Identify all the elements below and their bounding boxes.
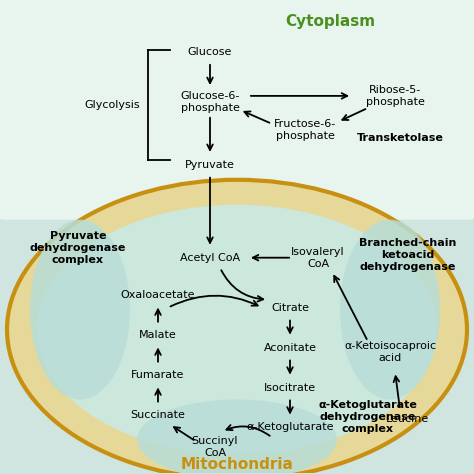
Text: Cytoplasm: Cytoplasm xyxy=(285,15,375,29)
Text: Glycolysis: Glycolysis xyxy=(84,100,140,110)
Ellipse shape xyxy=(340,220,440,400)
Text: Ribose-5-
phosphate: Ribose-5- phosphate xyxy=(365,85,424,107)
Ellipse shape xyxy=(137,400,337,474)
Text: Fumarate: Fumarate xyxy=(131,370,185,380)
Text: Mitochondria: Mitochondria xyxy=(181,457,293,472)
Text: Citrate: Citrate xyxy=(271,302,309,313)
Text: Aconitate: Aconitate xyxy=(264,343,317,353)
Text: Glucose-6-
phosphate: Glucose-6- phosphate xyxy=(180,91,240,113)
Text: Oxaloacetate: Oxaloacetate xyxy=(121,290,195,300)
Text: Succinate: Succinate xyxy=(130,410,185,419)
Text: Pyruvate
dehydrogenase
complex: Pyruvate dehydrogenase complex xyxy=(30,231,126,264)
Text: Fructose-6-
phosphate: Fructose-6- phosphate xyxy=(274,119,336,141)
Text: Isovaleryl
CoA: Isovaleryl CoA xyxy=(291,246,345,269)
Ellipse shape xyxy=(37,205,437,455)
Text: Pyruvate: Pyruvate xyxy=(185,160,235,170)
Text: Malate: Malate xyxy=(139,329,177,339)
Text: Acetyl CoA: Acetyl CoA xyxy=(180,253,240,263)
Text: Leucine: Leucine xyxy=(386,414,429,425)
Text: Glucose: Glucose xyxy=(188,47,232,57)
Text: Transketolase: Transketolase xyxy=(356,133,444,143)
FancyBboxPatch shape xyxy=(0,0,474,220)
Text: Branched-chain
ketoacid
dehydrogenase: Branched-chain ketoacid dehydrogenase xyxy=(359,237,456,272)
Text: α-Ketoglutarate
dehydrogenase
complex: α-Ketoglutarate dehydrogenase complex xyxy=(319,401,418,435)
Ellipse shape xyxy=(7,180,467,474)
Text: Isocitrate: Isocitrate xyxy=(264,383,316,392)
Text: α-Ketoglutarate: α-Ketoglutarate xyxy=(246,422,334,432)
Text: α-Ketoisocaproic
acid: α-Ketoisocaproic acid xyxy=(344,341,436,363)
Ellipse shape xyxy=(30,220,130,400)
Text: Succinyl
CoA: Succinyl CoA xyxy=(192,437,238,458)
